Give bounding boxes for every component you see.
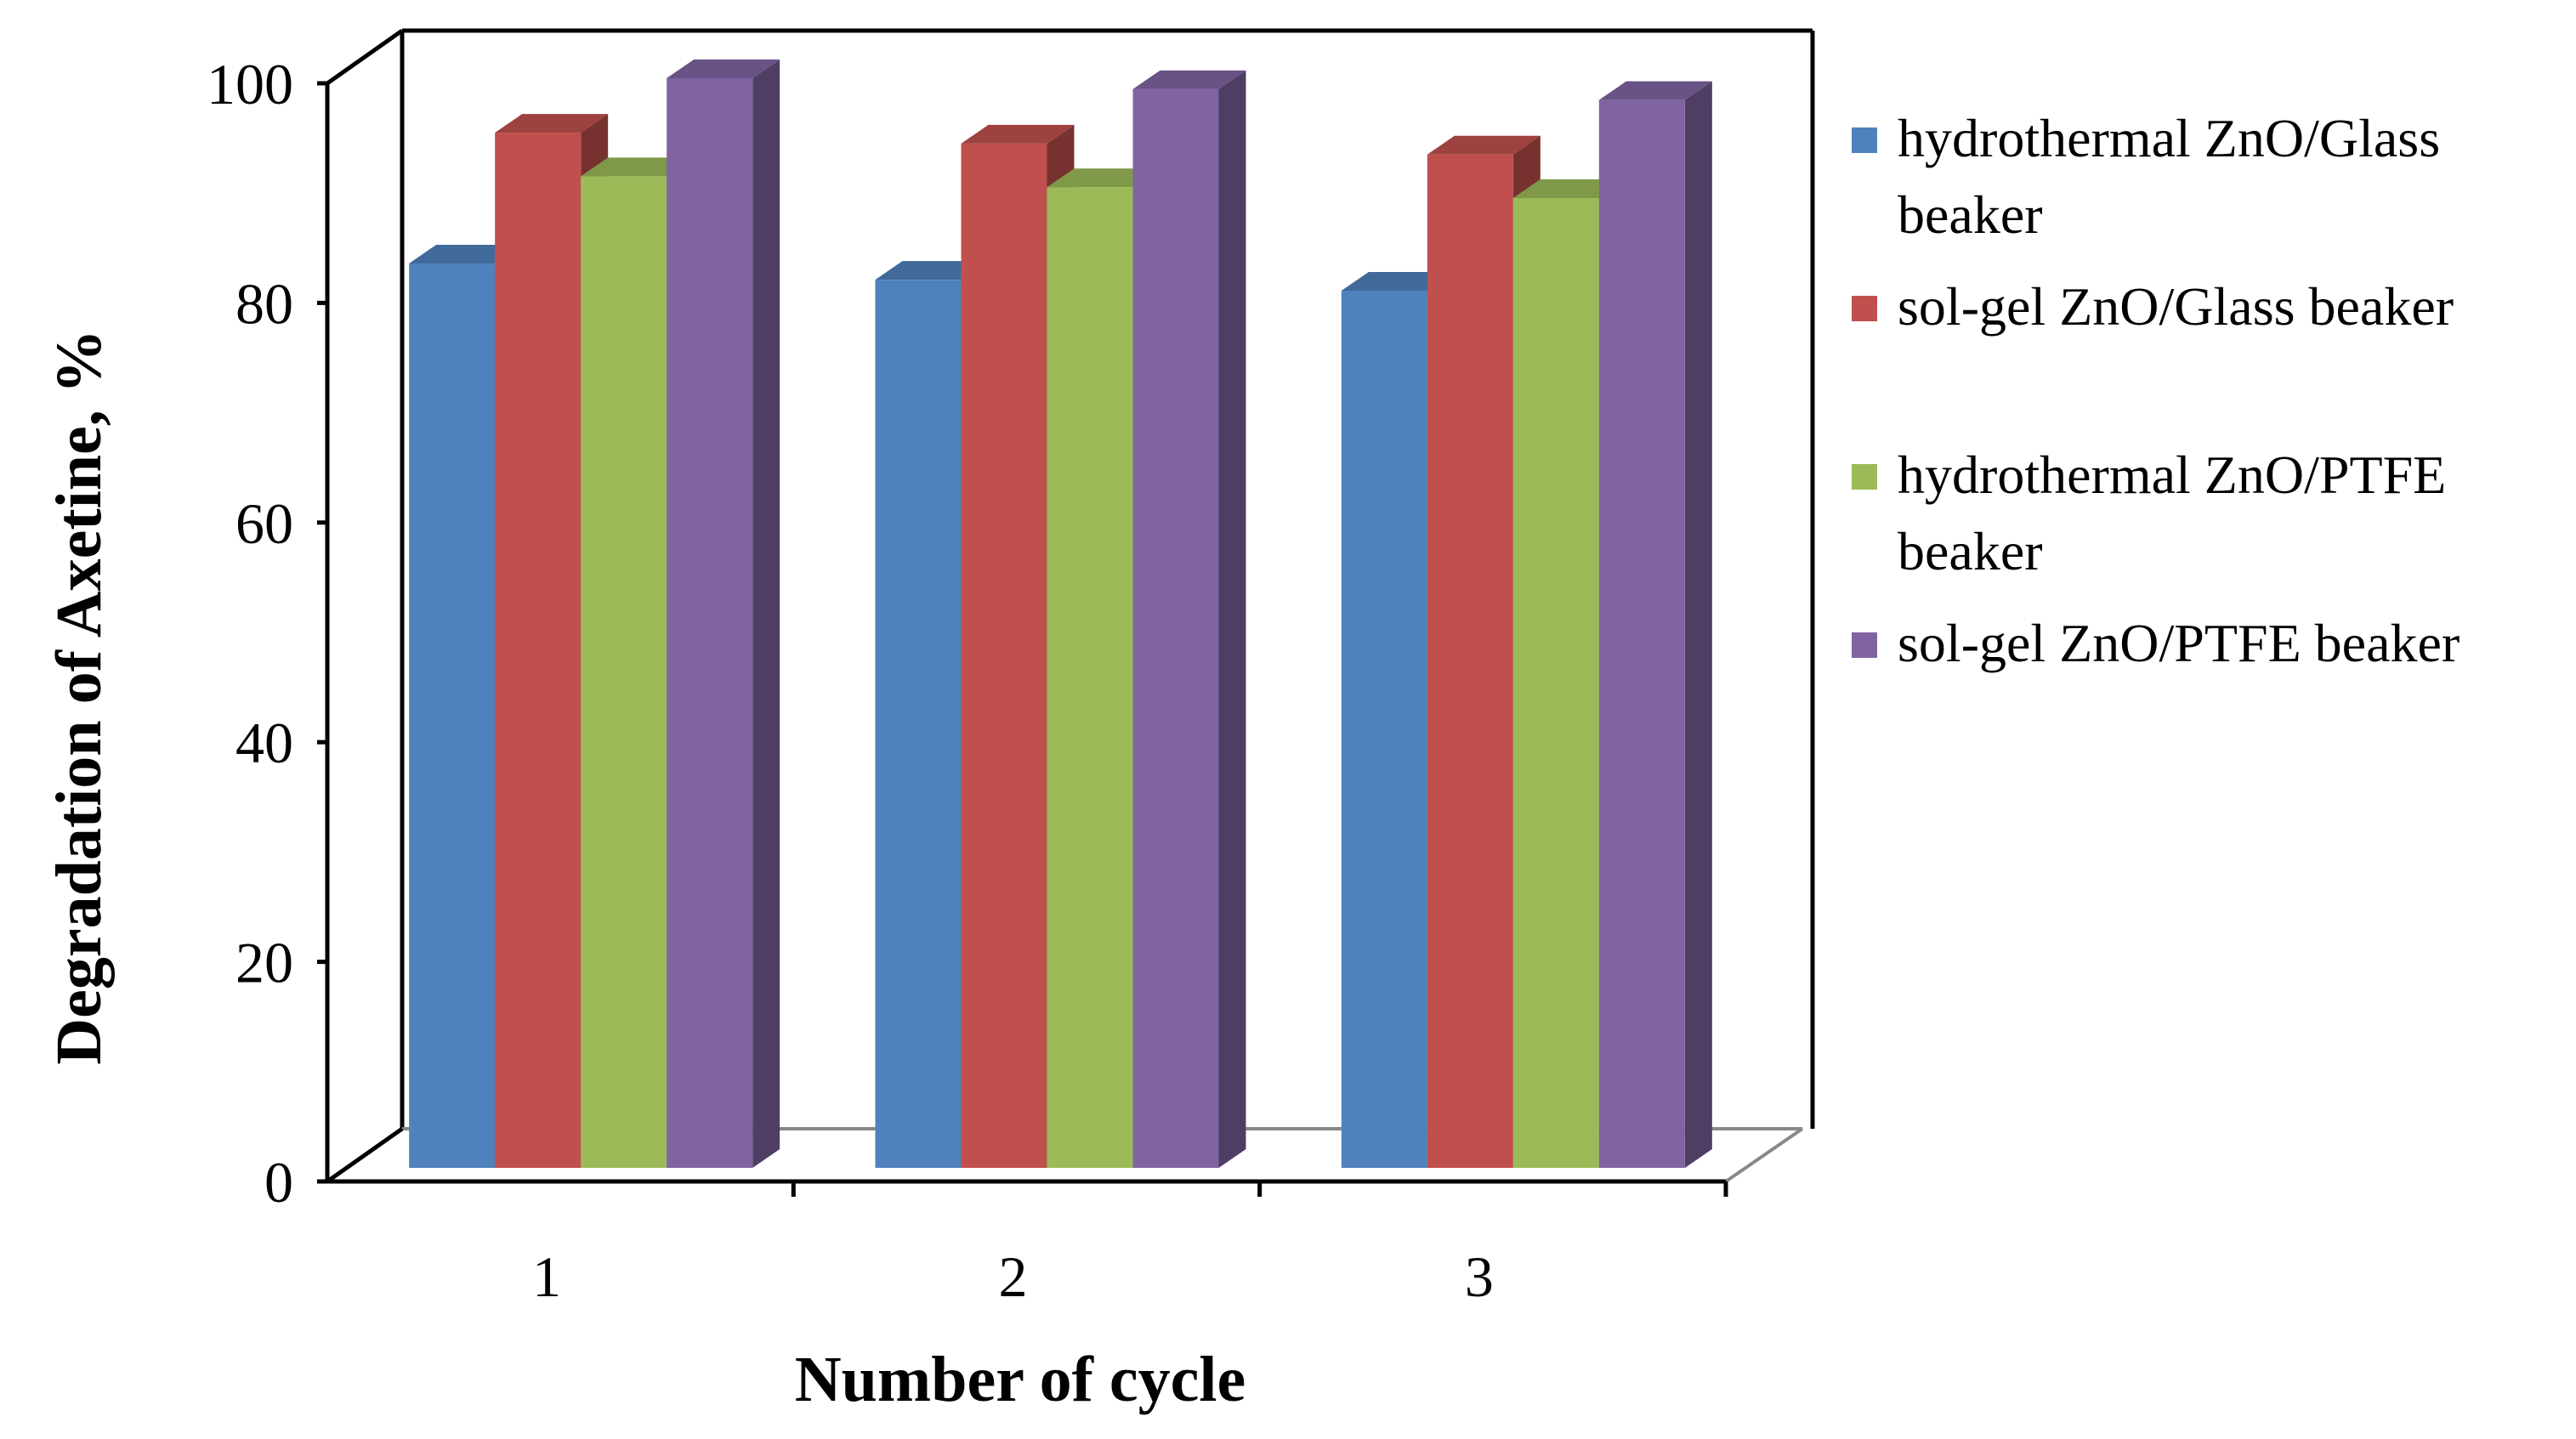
bar-front [667,78,753,1168]
x-tick-label: 1 [532,1244,561,1309]
y-tick-label: 100 [207,52,293,116]
bar-1-series-4 [667,59,780,1168]
legend-swatch [1852,464,1877,490]
y-tick-label: 20 [235,931,293,995]
legend-entry-3: hydrothermal ZnO/PTFE beaker [1852,445,2446,581]
legend-entry-4: sol-gel ZnO/PTFE beaker [1852,613,2460,673]
bar-2-series-4 [1132,70,1246,1169]
bar-front [1047,187,1133,1169]
legend: hydrothermal ZnO/Glass beaker sol-gel ZnO/… [1852,108,2460,673]
bar-front [961,143,1047,1168]
legend-swatch [1852,127,1877,153]
bars [409,59,1712,1169]
bar-top [1598,81,1712,100]
y-tick-label: 80 [235,271,293,336]
bar-top [1132,70,1246,89]
y-tick-label: 40 [235,711,293,775]
bar-top [1047,168,1160,188]
bar-side [1684,81,1712,1168]
y-tick-label: 0 [264,1150,293,1215]
legend-label: hydrothermal ZnO/PTFE [1898,445,2446,505]
bar-front [1341,290,1427,1168]
bar-top [1341,271,1455,291]
y-tick-label: 60 [235,491,293,556]
legend-swatch [1852,296,1877,321]
bar-side [752,59,780,1168]
bar-front [409,263,496,1169]
x-tick-label: 2 [999,1244,1028,1309]
x-axis-title: Number of cycle [795,1344,1245,1415]
bar-front [581,176,667,1168]
side-wall-bottom-edge [326,1126,404,1184]
legend-label: hydrothermal ZnO/Glass [1898,108,2440,168]
x-tick-label: 3 [1465,1244,1494,1309]
bar-top [495,114,609,133]
floor-right-edge [1724,1127,1804,1183]
bar-3-series-4 [1598,81,1712,1168]
side-wall-top-edge [326,28,404,86]
bar-front [495,133,582,1169]
bar-front [1512,198,1599,1168]
bar-front [1132,88,1219,1169]
legend-label: sol-gel ZnO/Glass beaker [1898,276,2454,337]
bar-top [961,124,1075,144]
bar-top [1427,135,1540,155]
bar-top [875,261,989,280]
legend-label: sol-gel ZnO/PTFE beaker [1898,613,2460,673]
bar-front [875,280,962,1168]
legend-label: beaker [1898,184,2043,245]
bar-top [1512,179,1626,199]
bar-front [1427,154,1513,1169]
bar-top [409,244,523,263]
bar-side [1218,70,1246,1169]
legend-swatch [1852,632,1877,658]
legend-label: beaker [1898,521,2043,581]
legend-entry-2: sol-gel ZnO/Glass beaker [1852,276,2454,337]
y-axis-title: Degradation of Axetine, % [43,329,115,1064]
bar-top [581,157,695,177]
legend-entry-1: hydrothermal ZnO/Glass beaker [1852,108,2440,245]
axes: 0 20 40 60 80 100 1 2 3 [207,52,1728,1309]
bar-front [1598,99,1685,1168]
bar-top [667,59,780,78]
